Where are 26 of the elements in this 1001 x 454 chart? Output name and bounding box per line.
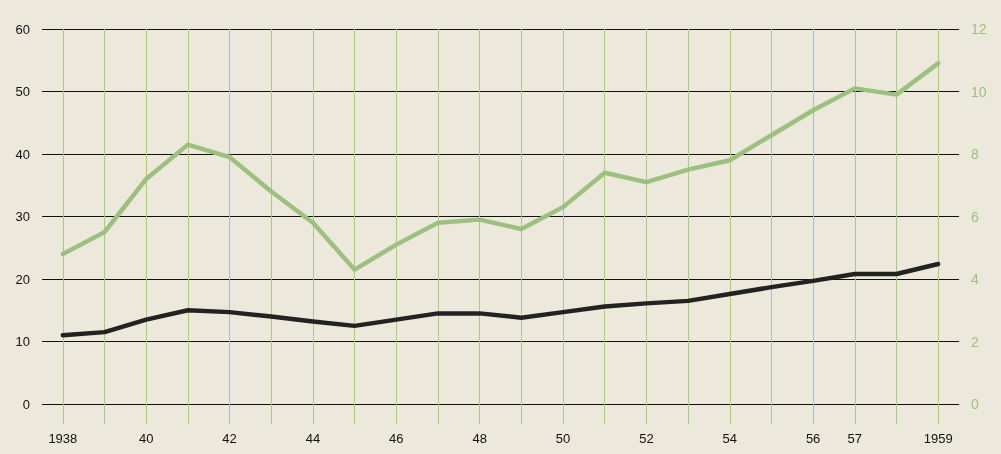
x-tick-label: 40 [138,431,154,446]
y-tick-label: 10 [15,334,30,349]
x-tick-label: 44 [305,431,321,446]
y2-tick-label: 8 [971,146,979,162]
y-tick-label: 20 [15,271,30,287]
y2-tick-label: 4 [971,271,979,287]
y-tick-label: 40 [15,146,30,162]
x-tick-label: 54 [722,431,737,446]
x-tick-label: 50 [555,431,571,446]
y2-tick-label: 10 [971,83,987,100]
x-tick-label: 1959 [923,431,953,446]
y2-tick-label: 6 [971,208,979,225]
x-tick-label: 42 [222,431,237,446]
x-tick-label: 56 [805,431,821,446]
y-tick-label: 60 [15,21,30,37]
x-tick-label: 57 [847,431,863,446]
x-tick-label: 46 [389,431,404,446]
y2-tick-label: 12 [971,21,987,37]
y-tick-label: 50 [15,84,30,99]
x-tick-label: 52 [639,431,654,446]
x-tick-label: 1938 [48,431,78,446]
y-tick-label: 30 [15,209,30,224]
y-tick-label: 0 [22,396,30,412]
x-tick-label: 48 [472,431,487,446]
y2-tick-label: 2 [971,333,979,350]
y2-tick-label: 0 [971,396,979,412]
